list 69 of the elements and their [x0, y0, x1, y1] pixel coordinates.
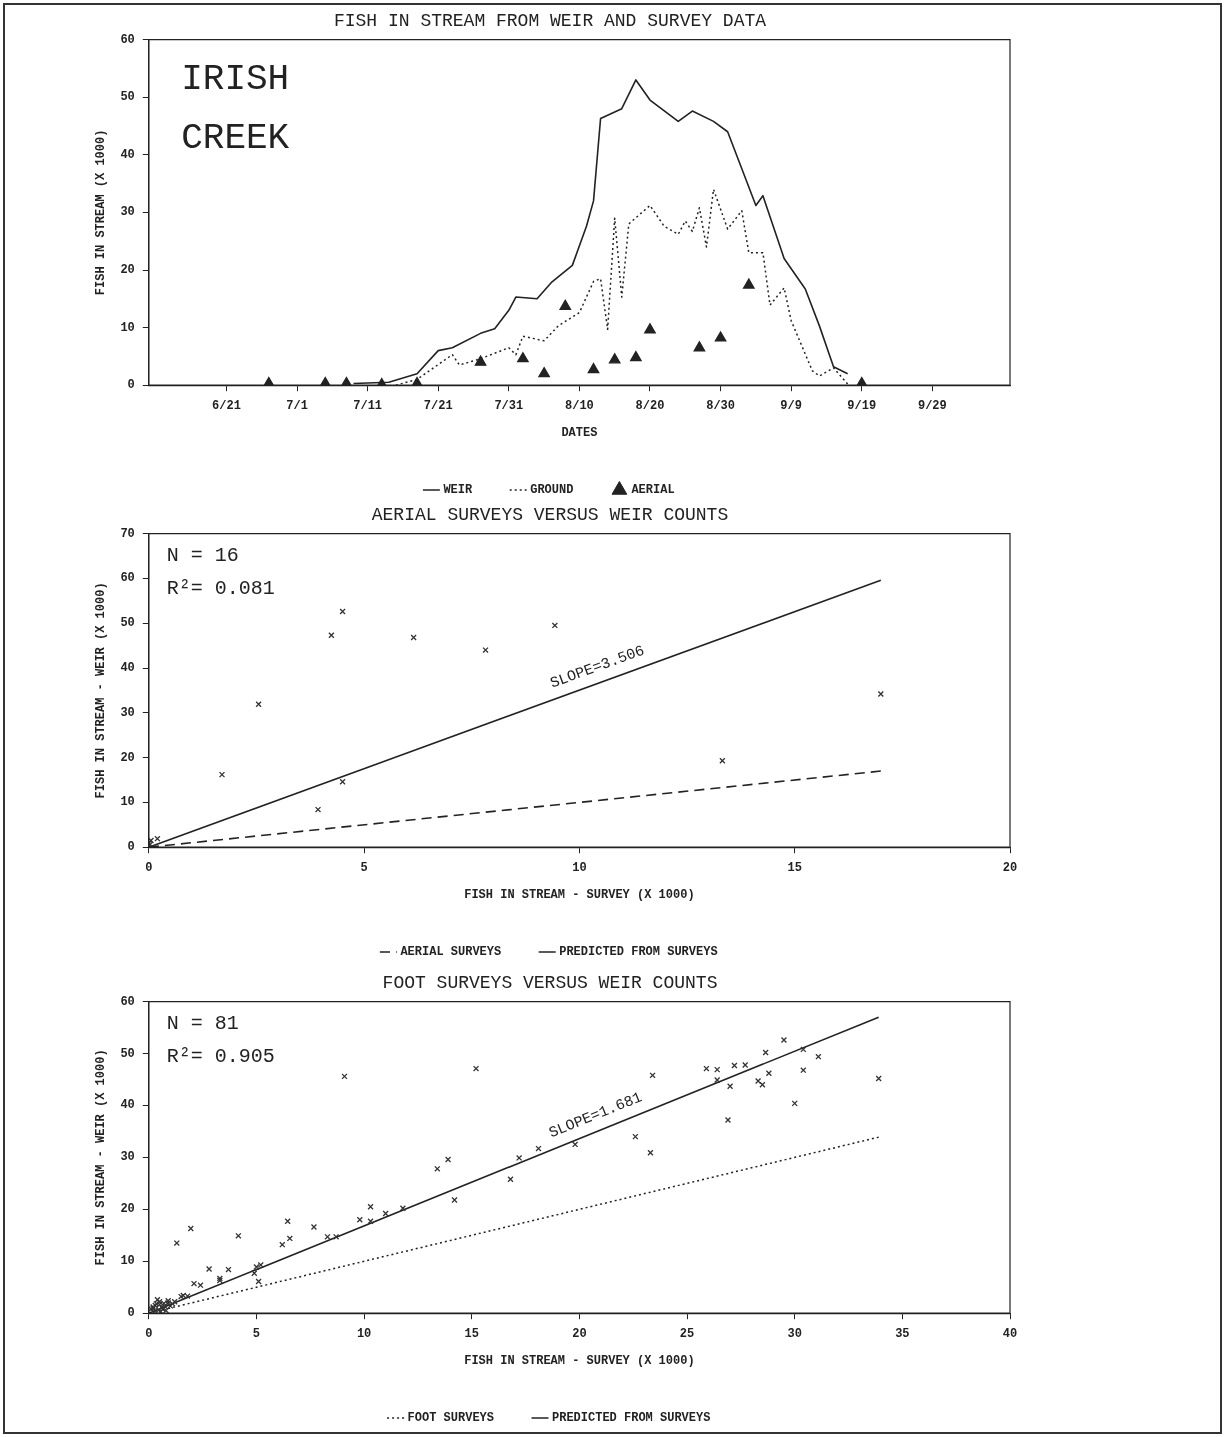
legend-label: WEIR	[443, 483, 473, 498]
legend-label: AERIAL SURVEYS	[400, 945, 502, 960]
x-axis-title: FISH IN STREAM - SURVEY (X 1000)	[464, 1353, 695, 1368]
y-tick-label: 10	[120, 320, 135, 335]
x-tick-label: 7/21	[423, 399, 453, 414]
annotation: N = 16	[166, 543, 239, 567]
y-tick-label: 30	[120, 705, 135, 720]
x-tick-label: 8/20	[635, 399, 665, 414]
y-tick-label: 20	[120, 263, 135, 278]
x-tick-label: 7/1	[286, 399, 308, 414]
legend-label: FOOT SURVEYS	[407, 1411, 494, 1426]
x-tick-label: 5	[360, 861, 368, 876]
x-tick-label: 0	[145, 1327, 153, 1342]
annotation: R²= 0.081	[166, 576, 275, 600]
x-tick-label: 25	[679, 1327, 695, 1342]
y-tick-label: 30	[120, 205, 135, 220]
y-tick-label: 0	[127, 840, 135, 855]
x-tick-label: 20	[1002, 861, 1018, 876]
chart-title: AERIAL SURVEYS VERSUS WEIR COUNTS	[371, 504, 729, 525]
annotation: IRISH	[181, 58, 290, 100]
x-tick-label: 7/31	[494, 399, 524, 414]
x-tick-label: 0	[145, 861, 153, 876]
annotation: R²= 0.905	[166, 1044, 275, 1068]
annotation: N = 81	[166, 1011, 239, 1035]
x-tick-label: 40	[1002, 1327, 1018, 1342]
x-tick-label: 6/21	[212, 399, 241, 414]
x-tick-label: 8/10	[564, 399, 594, 414]
x-axis-title: FISH IN STREAM - SURVEY (X 1000)	[464, 887, 695, 902]
y-tick-label: 60	[120, 32, 135, 47]
chart-title: FOOT SURVEYS VERSUS WEIR COUNTS	[382, 972, 718, 993]
x-tick-label: 30	[787, 1327, 802, 1342]
legend-label: PREDICTED FROM SURVEYS	[559, 945, 718, 960]
y-axis-title: FISH IN STREAM - WEIR (X 1000)	[94, 582, 109, 799]
x-tick-label: 9/29	[917, 399, 947, 414]
y-tick-label: 40	[120, 147, 135, 162]
legend-label: AERIAL	[631, 483, 675, 498]
y-tick-label: 10	[120, 795, 135, 810]
legend-label: PREDICTED FROM SURVEYS	[551, 1411, 711, 1426]
x-tick-label: 10	[356, 1327, 372, 1342]
y-tick-label: 40	[120, 1098, 135, 1113]
y-axis-title: FISH IN STREAM (X 1000)	[94, 129, 109, 296]
y-tick-label: 0	[127, 1306, 135, 1321]
y-tick-label: 60	[120, 994, 135, 1009]
x-tick-label: 8/30	[706, 399, 735, 414]
y-tick-label: 50	[120, 90, 135, 105]
x-tick-label: 9/19	[847, 399, 877, 414]
x-tick-label: 10	[572, 861, 587, 876]
y-tick-label: 70	[120, 526, 135, 541]
y-tick-label: 40	[120, 661, 135, 676]
x-tick-label: 20	[572, 1327, 587, 1342]
legend-label: GROUND	[530, 483, 574, 498]
y-tick-label: 0	[127, 378, 135, 393]
y-tick-label: 60	[120, 571, 135, 586]
annotation: CREEK	[181, 118, 290, 160]
y-tick-label: 10	[120, 1254, 135, 1269]
chart-title: FISH IN STREAM FROM WEIR AND SURVEY DATA	[333, 10, 767, 31]
x-tick-label: 5	[252, 1327, 261, 1342]
x-tick-label: 15	[464, 1327, 479, 1342]
x-tick-label: 35	[895, 1327, 910, 1342]
y-tick-label: 20	[120, 750, 135, 765]
x-axis-title: DATES	[561, 425, 598, 440]
x-tick-label: 7/11	[353, 399, 383, 414]
x-tick-label: 9/9	[780, 399, 802, 414]
x-tick-label: 15	[787, 861, 802, 876]
y-tick-label: 50	[120, 616, 135, 631]
y-axis-title: FISH IN STREAM - WEIR (X 1000)	[94, 1049, 109, 1266]
y-tick-label: 20	[120, 1202, 135, 1217]
y-tick-label: 50	[120, 1046, 135, 1061]
y-tick-label: 30	[120, 1150, 135, 1165]
